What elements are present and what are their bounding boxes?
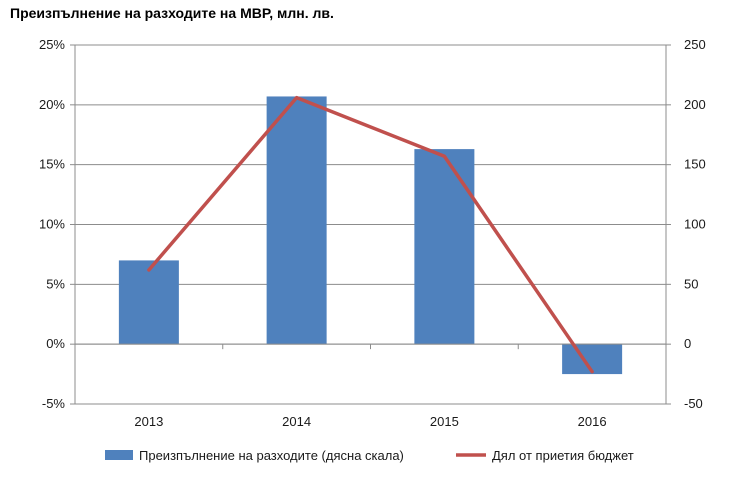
bar-series [118,96,623,375]
legend-swatch-bar [105,450,133,460]
line-series [147,95,594,374]
left-tick-label: -5% [42,396,66,411]
line-series-path [147,95,594,374]
left-tick-label: 20% [39,97,65,112]
legend-label-bar: Преизпълнение на разходите (дясна скала) [139,448,404,463]
line-point-2014 [296,97,298,99]
right-tick-label: -50 [684,396,703,411]
chart-title: Преизпълнение на разходите на МВР, млн. … [10,5,334,21]
category-label-2013: 2013 [134,414,163,429]
left-tick-label: 5% [46,276,65,291]
left-tick-label: 10% [39,217,65,232]
axes [70,44,671,405]
right-tick-label: 150 [684,157,706,172]
legend: Преизпълнение на разходите (дясна скала)… [105,448,634,463]
line-point-2016 [591,371,593,373]
tick-labels: -5% -50 0% 0 5% 50 10% 100 15% 150 20% 200 25% 250 201… [39,37,706,429]
bar-2014 [266,96,327,345]
bar-2013 [118,260,179,345]
right-tick-label: 0 [684,336,691,351]
bar-2015 [414,149,475,345]
line-point-2013 [148,269,150,271]
right-tick-label: 250 [684,37,706,52]
line-point-2015 [443,155,445,157]
legend-label-line: Дял от приетия бюджет [492,448,634,463]
right-tick-label: 200 [684,97,706,112]
category-label-2014: 2014 [282,414,311,429]
right-tick-label: 100 [684,217,706,232]
left-tick-label: 25% [39,37,65,52]
right-tick-label: 50 [684,276,698,291]
category-label-2015: 2015 [430,414,459,429]
category-label-2016: 2016 [578,414,607,429]
left-tick-label: 15% [39,157,65,172]
left-tick-label: 0% [46,336,65,351]
